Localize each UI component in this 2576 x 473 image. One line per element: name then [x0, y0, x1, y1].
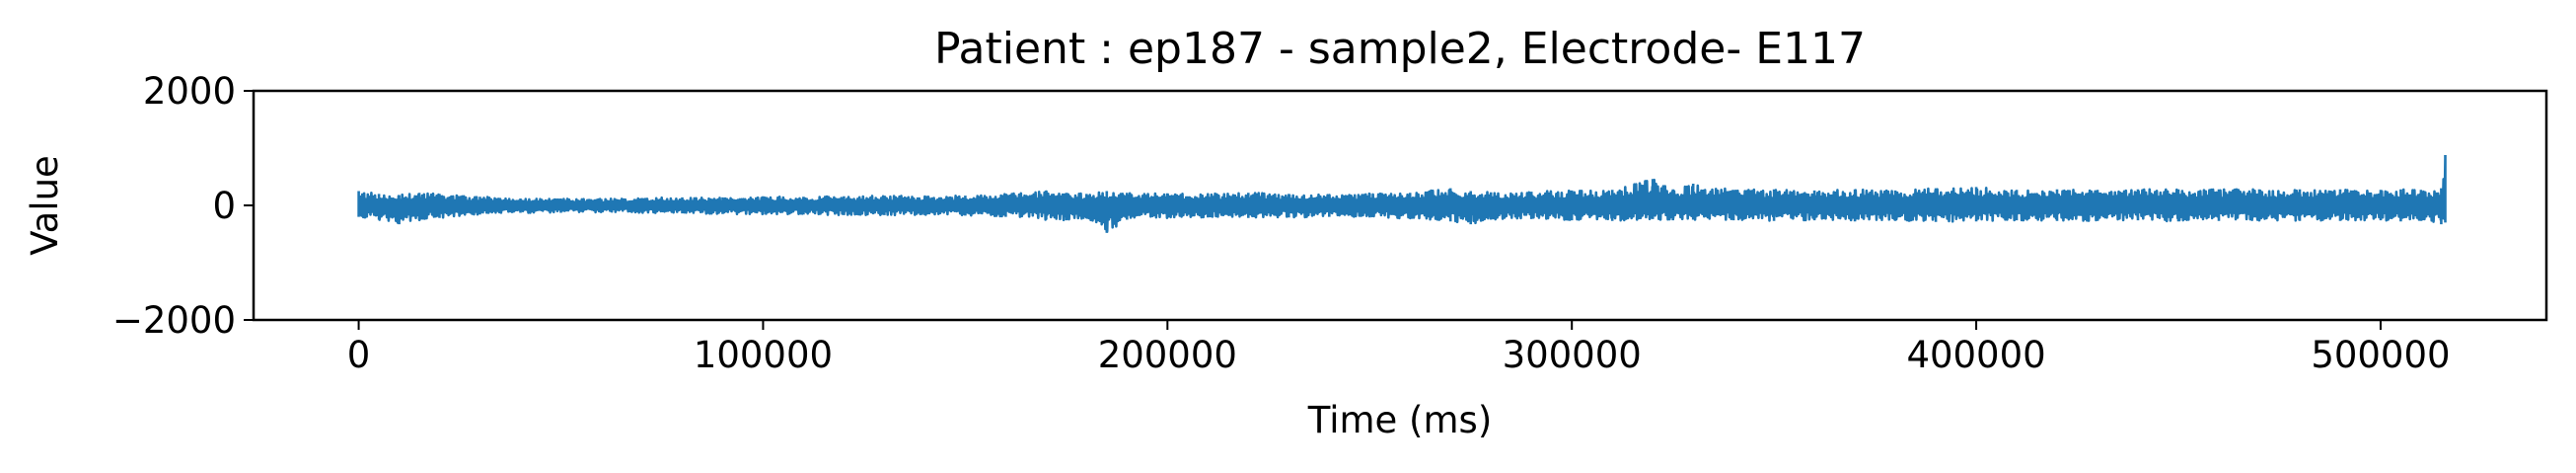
y-tick-label: 0 [212, 185, 236, 227]
x-axis: 0 100000 200000 300000 400000 500000 [347, 320, 2451, 376]
y-tick-label: 2000 [143, 70, 236, 113]
x-axis-label: Time (ms) [1307, 399, 1493, 441]
x-tick-label: 200000 [1098, 334, 1237, 376]
x-tick-label: 100000 [694, 334, 833, 376]
x-tick-label: 300000 [1503, 334, 1642, 376]
plot-area [357, 155, 2447, 233]
x-tick-label: 500000 [2311, 334, 2450, 376]
signal-trace [357, 155, 2447, 233]
y-axis: 2000 0 −2000 [112, 70, 254, 342]
y-axis-label: Value [24, 155, 66, 256]
y-tick-label: −2000 [112, 299, 236, 342]
x-tick-label: 400000 [1906, 334, 2045, 376]
chart-title: Patient : ep187 - sample2, Electrode- E1… [934, 24, 1866, 74]
x-tick-label: 0 [347, 334, 371, 376]
